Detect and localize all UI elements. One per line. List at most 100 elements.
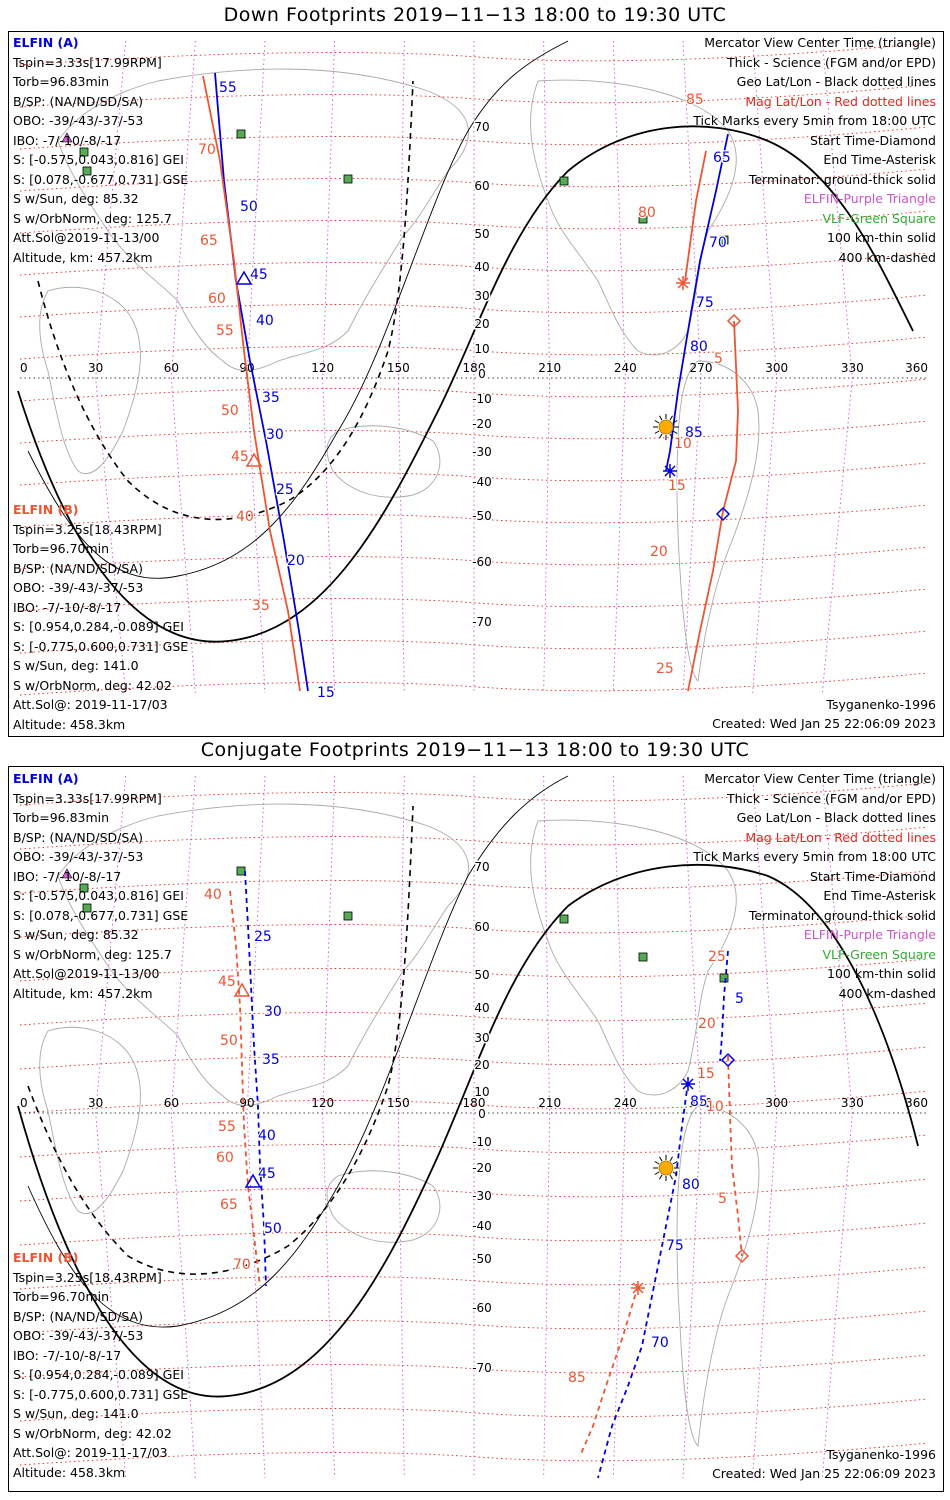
lat-tick-label: -10 [472,1135,492,1149]
legend-line: Geo Lat/Lon - Black dotted lines [736,810,936,825]
info-line: OBO: -39/-43/-37/-53 [13,113,144,128]
info-line: Att.Sol@2019-11-13/00 [13,966,160,981]
lon-tick-label: 60 [164,361,179,375]
triangle-icon [233,982,251,997]
lon-tick-label: 150 [387,361,410,375]
elfin-b-track [687,320,739,692]
mag-lat-line [19,378,929,402]
legend-line: Mag Lat/Lon - Red dotted lines [745,93,936,109]
legend-line: VLF-Green Square [822,210,936,226]
mag-lat-line [19,1310,929,1334]
green-square-icon [82,166,92,176]
elfin-a-track [719,950,729,1062]
green-square-icon [638,952,648,962]
lat-tick-label: 70 [474,860,489,874]
elfin-b-tick-label: 20 [650,544,668,560]
elfin-b-tick-label: 40 [204,887,222,903]
info-line: Torb=96.70min [13,541,110,556]
panel-1-elfin-b-info: ELFIN (B) Tspin=3.25s[18.43RPM] Torb=96.… [13,500,188,734]
lat-tick-label: -60 [472,1301,492,1315]
green-square-icon [82,903,92,913]
geo-lon-line [821,40,853,694]
legend-line: End Time-Asterisk [823,152,936,167]
mag-lat-line [19,210,929,234]
legend-line: Terminator: ground-thick solid [748,907,936,923]
elfin-a-tick-label: 15 [317,685,335,701]
panel-1-title: Down Footprints 2019−11−13 18:00 to 19:3… [223,4,727,26]
lon-tick-label: 30 [88,361,103,375]
mag-lat-line [19,1442,929,1466]
info-line: S w/Sun, deg: 141.0 [13,1406,139,1421]
elfin-b-track [202,75,301,692]
elfin-a-tick-label: 75 [666,1238,684,1254]
info-line: IBO: -7/-10/-8/-17 [13,599,122,615]
panel-2-created: Created: Wed Jan 25 22:06:09 2023 [712,1466,936,1481]
purple-triangle-icon [61,868,73,879]
mag-lat-line [19,1134,929,1158]
lat-tick-label: -20 [472,417,492,431]
elfin-a-tick-label: 85 [685,425,703,441]
lat-tick-label: 10 [474,1085,489,1099]
panel-1-frame [8,31,944,737]
triangle-icon [235,270,253,285]
sun-ray [659,415,663,421]
info-line: OBO: -39/-43/-37/-53 [13,849,144,864]
mag-lat-line [19,870,929,894]
mag-lat-line [19,462,929,486]
diamond-icon [734,1248,750,1264]
elfin-b-track [684,150,707,282]
geo-lon-line [682,775,702,1479]
elfin-a-tick-label: 80 [682,1177,700,1193]
mag-lat-line [19,1090,929,1114]
lon-tick-label: 330 [841,1096,864,1110]
purple-triangle-icon [61,132,73,143]
mag-lat-line [19,1266,929,1290]
green-square-icon [343,174,353,184]
continent-outline-eurasia [57,803,469,1106]
green-square-icon [236,866,246,876]
lon-tick-label: 120 [311,1096,334,1110]
lat-tick-label: 20 [474,317,489,331]
lat-tick-label: 30 [474,1031,489,1045]
elfin-a-tick-label: 5 [735,991,744,1007]
lon-tick-label: 60 [164,1096,179,1110]
lat-tick-label: -30 [472,445,492,459]
mag-lat-line [19,168,929,192]
lon-tick-label: 150 [387,1096,410,1110]
info-line: S w/OrbNorm, deg: 42.02 [13,677,172,693]
sun-ray [672,1161,678,1165]
geo-lon-line [170,775,196,1479]
mag-lat-line [19,1002,929,1026]
green-square-icon [719,235,729,245]
info-line: Tspin=3.25s[18.43RPM] [13,1269,162,1285]
panel-2-legend: Mercator View Center Time (triangle) Thi… [693,769,936,1003]
elfin-b-tick-label: 65 [200,233,218,249]
legend-line: Thick - Science (FGM and/or EPD) [727,54,936,70]
lat-tick-label: -50 [472,1252,492,1266]
legend-line: Mercator View Center Time (triangle) [704,771,936,786]
lon-tick-label: 180 [463,361,486,375]
info-line: S: [-0.575,0.043,0.816] GEI [13,888,184,903]
elfin-b-tick-label: 35 [252,598,270,614]
mag-lat-line [19,1222,929,1246]
elfin-a-tick-label: 25 [276,482,294,498]
mag-lat-line [19,294,929,318]
lon-tick-label: 270 [690,1096,713,1110]
lon-tick-label: 330 [841,361,864,375]
info-line: Altitude: 458.3km [13,1464,126,1480]
sun-ray [669,415,673,421]
sun-icon [658,419,674,435]
legend-line: Thick - Science (FGM and/or EPD) [727,790,936,806]
sun-ray [669,1174,673,1180]
terminator-ground-line [17,125,914,643]
legend-line: Start Time-Diamond [809,868,936,884]
lat-tick-label: 30 [474,289,489,303]
elfin-b-tick-label: 85 [568,1370,586,1386]
info-line: Torb=96.70min [13,1289,110,1304]
info-line: B/SP: (NA/ND/SD/SA) [13,829,143,845]
sun-ray [672,420,678,424]
info-line: IBO: -7/-10/-8/-17 [13,868,122,884]
mag-lat-line [19,42,929,66]
lat-tick-label: 60 [474,920,489,934]
sun-ray [672,430,678,434]
